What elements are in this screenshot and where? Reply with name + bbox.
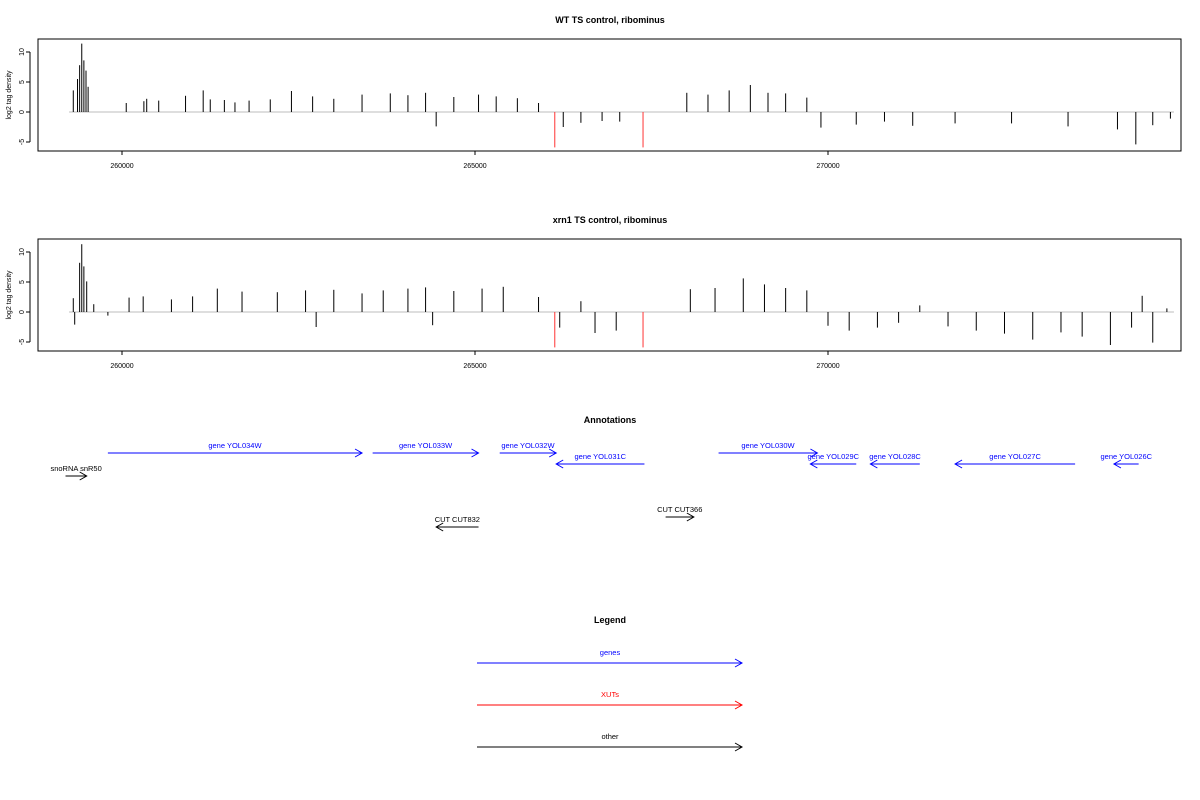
wt-panel-title: WT TS control, ribominus bbox=[555, 15, 665, 25]
xrn1-y-axis-label: log2 tag density bbox=[6, 270, 13, 320]
annotation-label: gene YOL030W bbox=[741, 441, 795, 450]
annotation-label: gene YOL031C bbox=[575, 452, 627, 461]
legend-title: Legend bbox=[594, 615, 626, 625]
wt-x-tick-label: 270000 bbox=[816, 163, 839, 170]
legend-label: other bbox=[601, 732, 619, 741]
wt-x-tick-label: 265000 bbox=[463, 163, 486, 170]
wt-y-tick-label: 5 bbox=[19, 80, 26, 84]
annotation-arrow bbox=[869, 459, 920, 469]
annotation-items: gene YOL034W gene YOL033W gene YOL032W gene… bbox=[50, 441, 1153, 532]
annotation-arrow bbox=[1112, 459, 1139, 469]
wt-y-tick-label: -5 bbox=[19, 139, 26, 145]
xrn1-panel-title: xrn1 TS control, ribominus bbox=[553, 215, 668, 225]
annotation-arrow bbox=[954, 459, 1076, 469]
annotations-title: Annotations bbox=[584, 415, 637, 425]
xrn1-plot-frame bbox=[37, 238, 1182, 352]
annotation-arrow bbox=[555, 459, 645, 469]
annotation-label: gene YOL028C bbox=[869, 452, 921, 461]
legend-label: genes bbox=[600, 648, 621, 657]
annotation-label: CUT CUT366 bbox=[657, 505, 702, 514]
legend-label: XUTs bbox=[601, 690, 619, 699]
xrn1-x-tick-label: 265000 bbox=[463, 363, 486, 370]
annotation-arrow bbox=[65, 471, 88, 481]
legend-items: genes XUTs other bbox=[477, 648, 744, 752]
wt-y-tick-label: 0 bbox=[19, 110, 26, 114]
xrn1-y-tick-label: 5 bbox=[19, 280, 26, 284]
annotation-arrow bbox=[499, 448, 558, 458]
annotation-label: gene YOL027C bbox=[989, 452, 1041, 461]
annotation-arrow bbox=[809, 459, 857, 469]
annotation-label: gene YOL033W bbox=[399, 441, 453, 450]
legend: Legend genes XUTs other bbox=[477, 615, 744, 752]
annotation-label: gene YOL029C bbox=[808, 452, 860, 461]
annotation-label: gene YOL026C bbox=[1100, 452, 1152, 461]
annotation-label: snoRNA snR50 bbox=[50, 464, 101, 473]
xrn1-y-tick-label: -5 bbox=[19, 339, 26, 345]
annotation-label: CUT CUT832 bbox=[435, 515, 480, 524]
xrn1-bars bbox=[69, 244, 1174, 348]
xrn1-x-tick-label: 260000 bbox=[110, 363, 133, 370]
wt-panel: WT TS control, ribominus log2 tag densit… bbox=[6, 15, 1182, 170]
annotation-arrow bbox=[372, 448, 480, 458]
wt-y-tick-label: 10 bbox=[19, 48, 26, 56]
legend-arrow-xuts bbox=[477, 700, 744, 710]
xrn1-x-tick-label: 270000 bbox=[816, 363, 839, 370]
annotation-arrow bbox=[665, 512, 695, 522]
wt-y-axis-label: log2 tag density bbox=[6, 70, 13, 120]
wt-bars bbox=[69, 43, 1174, 148]
xrn1-panel: xrn1 TS control, ribominus log2 tag dens… bbox=[6, 215, 1182, 370]
annotation-arrow bbox=[107, 448, 364, 458]
annotation-label: gene YOL032W bbox=[501, 441, 555, 450]
legend-arrow-genes bbox=[477, 658, 744, 668]
wt-x-tick-label: 260000 bbox=[110, 163, 133, 170]
wt-axes: -5 0 5 10 260000 265000 270000 bbox=[19, 48, 840, 170]
wt-plot-frame bbox=[37, 38, 1182, 152]
annotation-label: gene YOL034W bbox=[208, 441, 262, 450]
legend-arrow-other bbox=[477, 742, 744, 752]
annotation-arrow bbox=[435, 522, 479, 532]
annotations-track: Annotations gene YOL034W gene YOL033W gene… bbox=[50, 415, 1153, 532]
xrn1-y-tick-label: 0 bbox=[19, 310, 26, 314]
xrn1-axes: -5 0 5 10 260000 265000 270000 bbox=[19, 248, 840, 370]
annotation-arrow bbox=[718, 448, 819, 458]
xrn1-y-tick-label: 10 bbox=[19, 248, 26, 256]
